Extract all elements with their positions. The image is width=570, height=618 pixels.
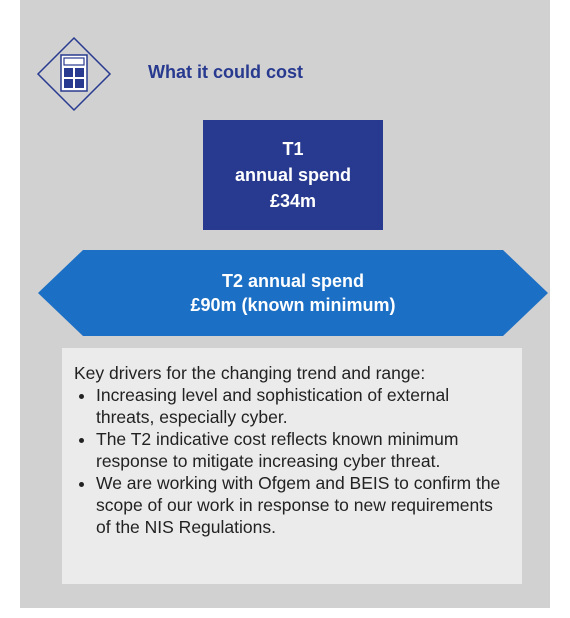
t1-line: annual spend <box>234 165 351 185</box>
t2-line: £90m (known minimum) <box>190 295 396 315</box>
drivers-box: Key drivers for the changing trend and r… <box>62 348 522 584</box>
t1-box: T1 annual spend £34m <box>203 120 383 230</box>
driver: Increasing level and sophistication of e… <box>96 384 512 428</box>
driver: We are working with Ofgem and BEIS to co… <box>96 472 512 538</box>
t2-arrow <box>38 250 548 336</box>
t2-line: T2 annual spend <box>221 271 365 291</box>
panel: What it could cost T1 annual spend £34m … <box>20 0 550 608</box>
drivers-list: Increasing level and sophistication of e… <box>74 384 512 538</box>
title: What it could cost <box>148 62 303 82</box>
drivers-intro: Key drivers for the changing trend and r… <box>74 363 426 383</box>
t2-box: T2 annual spend £90m (known minimum) <box>38 250 548 336</box>
t1-line: £34m <box>269 191 317 211</box>
t1-line: T1 <box>282 139 304 159</box>
calculator-icon <box>36 36 112 112</box>
driver: The T2 indicative cost reflects known mi… <box>96 428 512 472</box>
